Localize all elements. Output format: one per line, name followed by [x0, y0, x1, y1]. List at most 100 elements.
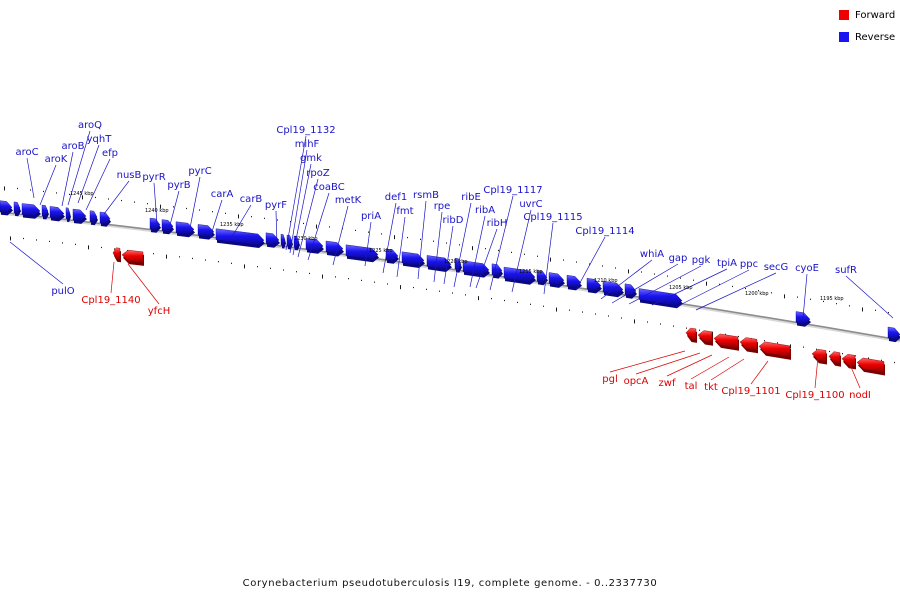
reverse-leader-line	[285, 135, 307, 251]
reverse-gene-arrow[interactable]	[602, 280, 624, 295]
reverse-gene-label: aroB	[62, 141, 85, 152]
reverse-gene-arrow[interactable]	[99, 211, 111, 224]
ruler-tick-upper	[95, 196, 96, 199]
ruler-tick-lower	[556, 307, 557, 312]
ruler-tick-lower	[153, 253, 154, 255]
ruler-tick-lower	[452, 292, 453, 294]
reverse-gene-arrow[interactable]	[536, 270, 548, 283]
reverse-gene-arrow[interactable]	[72, 208, 87, 222]
ruler-tick-lower	[608, 315, 609, 317]
reverse-leader-line	[292, 163, 312, 256]
reverse-gene-arrow[interactable]	[325, 240, 344, 254]
reverse-gene-label: secG	[764, 262, 789, 273]
reverse-gene-arrow[interactable]	[265, 232, 280, 246]
reverse-gene-arrow[interactable]	[65, 207, 71, 220]
reverse-leader-line	[382, 202, 397, 274]
reverse-gene-label: metK	[335, 195, 362, 206]
reverse-gene-arrow[interactable]	[887, 326, 900, 340]
ruler-tick-upper	[459, 244, 460, 246]
reverse-gene-arrow[interactable]	[41, 204, 49, 217]
reverse-leader-line	[695, 272, 777, 311]
ruler-tick-upper	[667, 275, 668, 277]
reverse-gene-arrow[interactable]	[280, 233, 286, 246]
ruler-tick-upper	[303, 222, 304, 225]
ruler-tick-upper	[251, 216, 252, 218]
reverse-leader-line	[489, 195, 514, 291]
ruler-tick-upper	[30, 189, 31, 191]
reverse-gene-arrow[interactable]	[305, 238, 324, 252]
reverse-gene-label: ribE	[461, 192, 481, 203]
reverse-leader-line	[611, 263, 679, 304]
reverse-gene-arrow[interactable]	[175, 221, 195, 235]
reverse-gene-arrow[interactable]	[586, 277, 602, 291]
reverse-gene-label: rsmB	[413, 190, 439, 201]
reverse-leader-line	[61, 151, 74, 207]
ruler-tick-upper	[446, 242, 447, 244]
ruler-tick-upper	[17, 187, 18, 190]
forward-gene-label: yfcH	[148, 306, 170, 317]
forward-leader-line	[710, 358, 745, 381]
forward-leader-line	[814, 356, 819, 389]
genome-backbone	[0, 211, 900, 343]
forward-gene-arrow[interactable]	[758, 341, 791, 358]
legend-label-forward: Forward	[855, 9, 896, 21]
forward-gene-arrow[interactable]	[121, 249, 144, 264]
reverse-gene-label: rpoZ	[306, 168, 330, 179]
ruler-tick-upper	[472, 246, 473, 251]
forward-leader-line	[750, 360, 769, 385]
forward-gene-label: Cpl19_1101	[721, 386, 780, 397]
forward-gene-arrow[interactable]	[697, 330, 713, 344]
ruler-tick-lower	[647, 321, 648, 323]
ruler-tick-lower	[621, 317, 622, 319]
reverse-gene-arrow[interactable]	[161, 219, 174, 232]
reverse-gene-arrow[interactable]	[462, 260, 490, 275]
reverse-gene-label: coaBC	[313, 182, 344, 193]
reverse-gene-arrow[interactable]	[49, 206, 65, 219]
forward-gene-arrow[interactable]	[739, 337, 758, 351]
ruler-tick-lower	[413, 286, 414, 289]
ruler-tick-upper	[563, 259, 564, 261]
forward-leader-line	[847, 359, 861, 389]
ruler-tick-upper	[732, 285, 733, 288]
reverse-gene-arrow[interactable]	[624, 283, 637, 296]
reverse-gene-arrow[interactable]	[149, 217, 161, 230]
reverse-gene-arrow[interactable]	[89, 210, 98, 223]
reverse-gene-arrow[interactable]	[21, 203, 41, 217]
reverse-leader-line	[453, 202, 472, 288]
ruler-tick-upper	[706, 281, 707, 286]
reverse-gene-arrow[interactable]	[215, 228, 265, 246]
reverse-gene-arrow[interactable]	[426, 255, 452, 270]
reverse-leader-line	[511, 209, 532, 293]
reverse-gene-arrow[interactable]	[0, 200, 13, 213]
ruler-tick-lower	[296, 271, 297, 273]
scale-label: 1205 kbp	[669, 285, 693, 291]
ruler-tick-upper	[810, 298, 811, 300]
forward-gene-arrow[interactable]	[112, 247, 121, 260]
ruler-tick-upper	[69, 193, 70, 196]
reverse-leader-line	[417, 200, 427, 280]
forward-leader-line	[690, 356, 730, 380]
ruler-tick-lower	[855, 355, 856, 357]
forward-gene-arrow[interactable]	[856, 357, 885, 373]
reverse-gene-arrow[interactable]	[566, 274, 582, 288]
reverse-gene-label: Cpl19_1114	[575, 226, 634, 237]
reverse-gene-arrow[interactable]	[503, 266, 536, 282]
reverse-gene-label: gmk	[300, 153, 322, 164]
ruler-tick-lower	[803, 346, 804, 348]
forward-gene-arrow[interactable]	[685, 327, 697, 341]
forward-gene-arrow[interactable]	[828, 351, 841, 364]
gene-features	[0, 200, 900, 376]
forward-leader-line	[609, 350, 686, 373]
ruler-tick-upper	[277, 219, 278, 221]
reverse-gene-label: whiA	[640, 249, 664, 260]
forward-gene-arrow[interactable]	[713, 333, 739, 349]
forward-gene-arrow[interactable]	[811, 348, 827, 362]
ruler-tick-upper	[498, 249, 499, 252]
reverse-gene-arrow[interactable]	[401, 251, 425, 266]
ruler-tick-upper	[4, 186, 5, 191]
reverse-gene-arrow[interactable]	[454, 257, 462, 270]
reverse-gene-arrow[interactable]	[548, 272, 565, 286]
reverse-leader-line	[307, 192, 330, 261]
ruler-tick-lower	[283, 269, 284, 271]
reverse-gene-arrow[interactable]	[13, 201, 21, 214]
